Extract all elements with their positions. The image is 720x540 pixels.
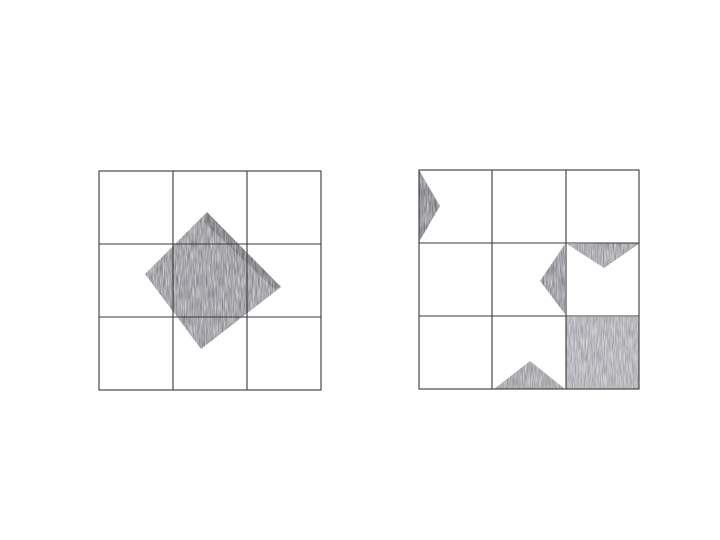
rotated-square-darker-edge <box>204 212 281 289</box>
left-grid-border <box>98 170 322 391</box>
right-figure <box>418 169 640 390</box>
rotated-square <box>145 212 281 349</box>
right-grid-border <box>418 169 640 390</box>
bottom-right-square <box>566 317 639 389</box>
bottom-triangle <box>494 361 565 389</box>
right-grid <box>418 169 640 390</box>
left-grid <box>98 170 322 391</box>
left-figure <box>98 170 322 391</box>
center-right-triangle <box>540 244 565 314</box>
top-wedge-triangle <box>567 243 640 268</box>
left-edge-triangle <box>419 170 440 242</box>
